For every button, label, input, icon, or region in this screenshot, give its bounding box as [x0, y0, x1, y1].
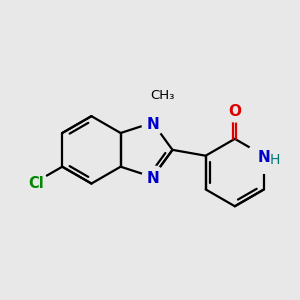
Text: CH₃: CH₃ [150, 89, 174, 102]
Text: O: O [228, 104, 241, 119]
Text: N: N [146, 117, 159, 132]
Text: N: N [146, 171, 159, 186]
Text: H: H [269, 153, 280, 167]
Text: Cl: Cl [28, 176, 44, 191]
Text: N: N [258, 150, 270, 165]
